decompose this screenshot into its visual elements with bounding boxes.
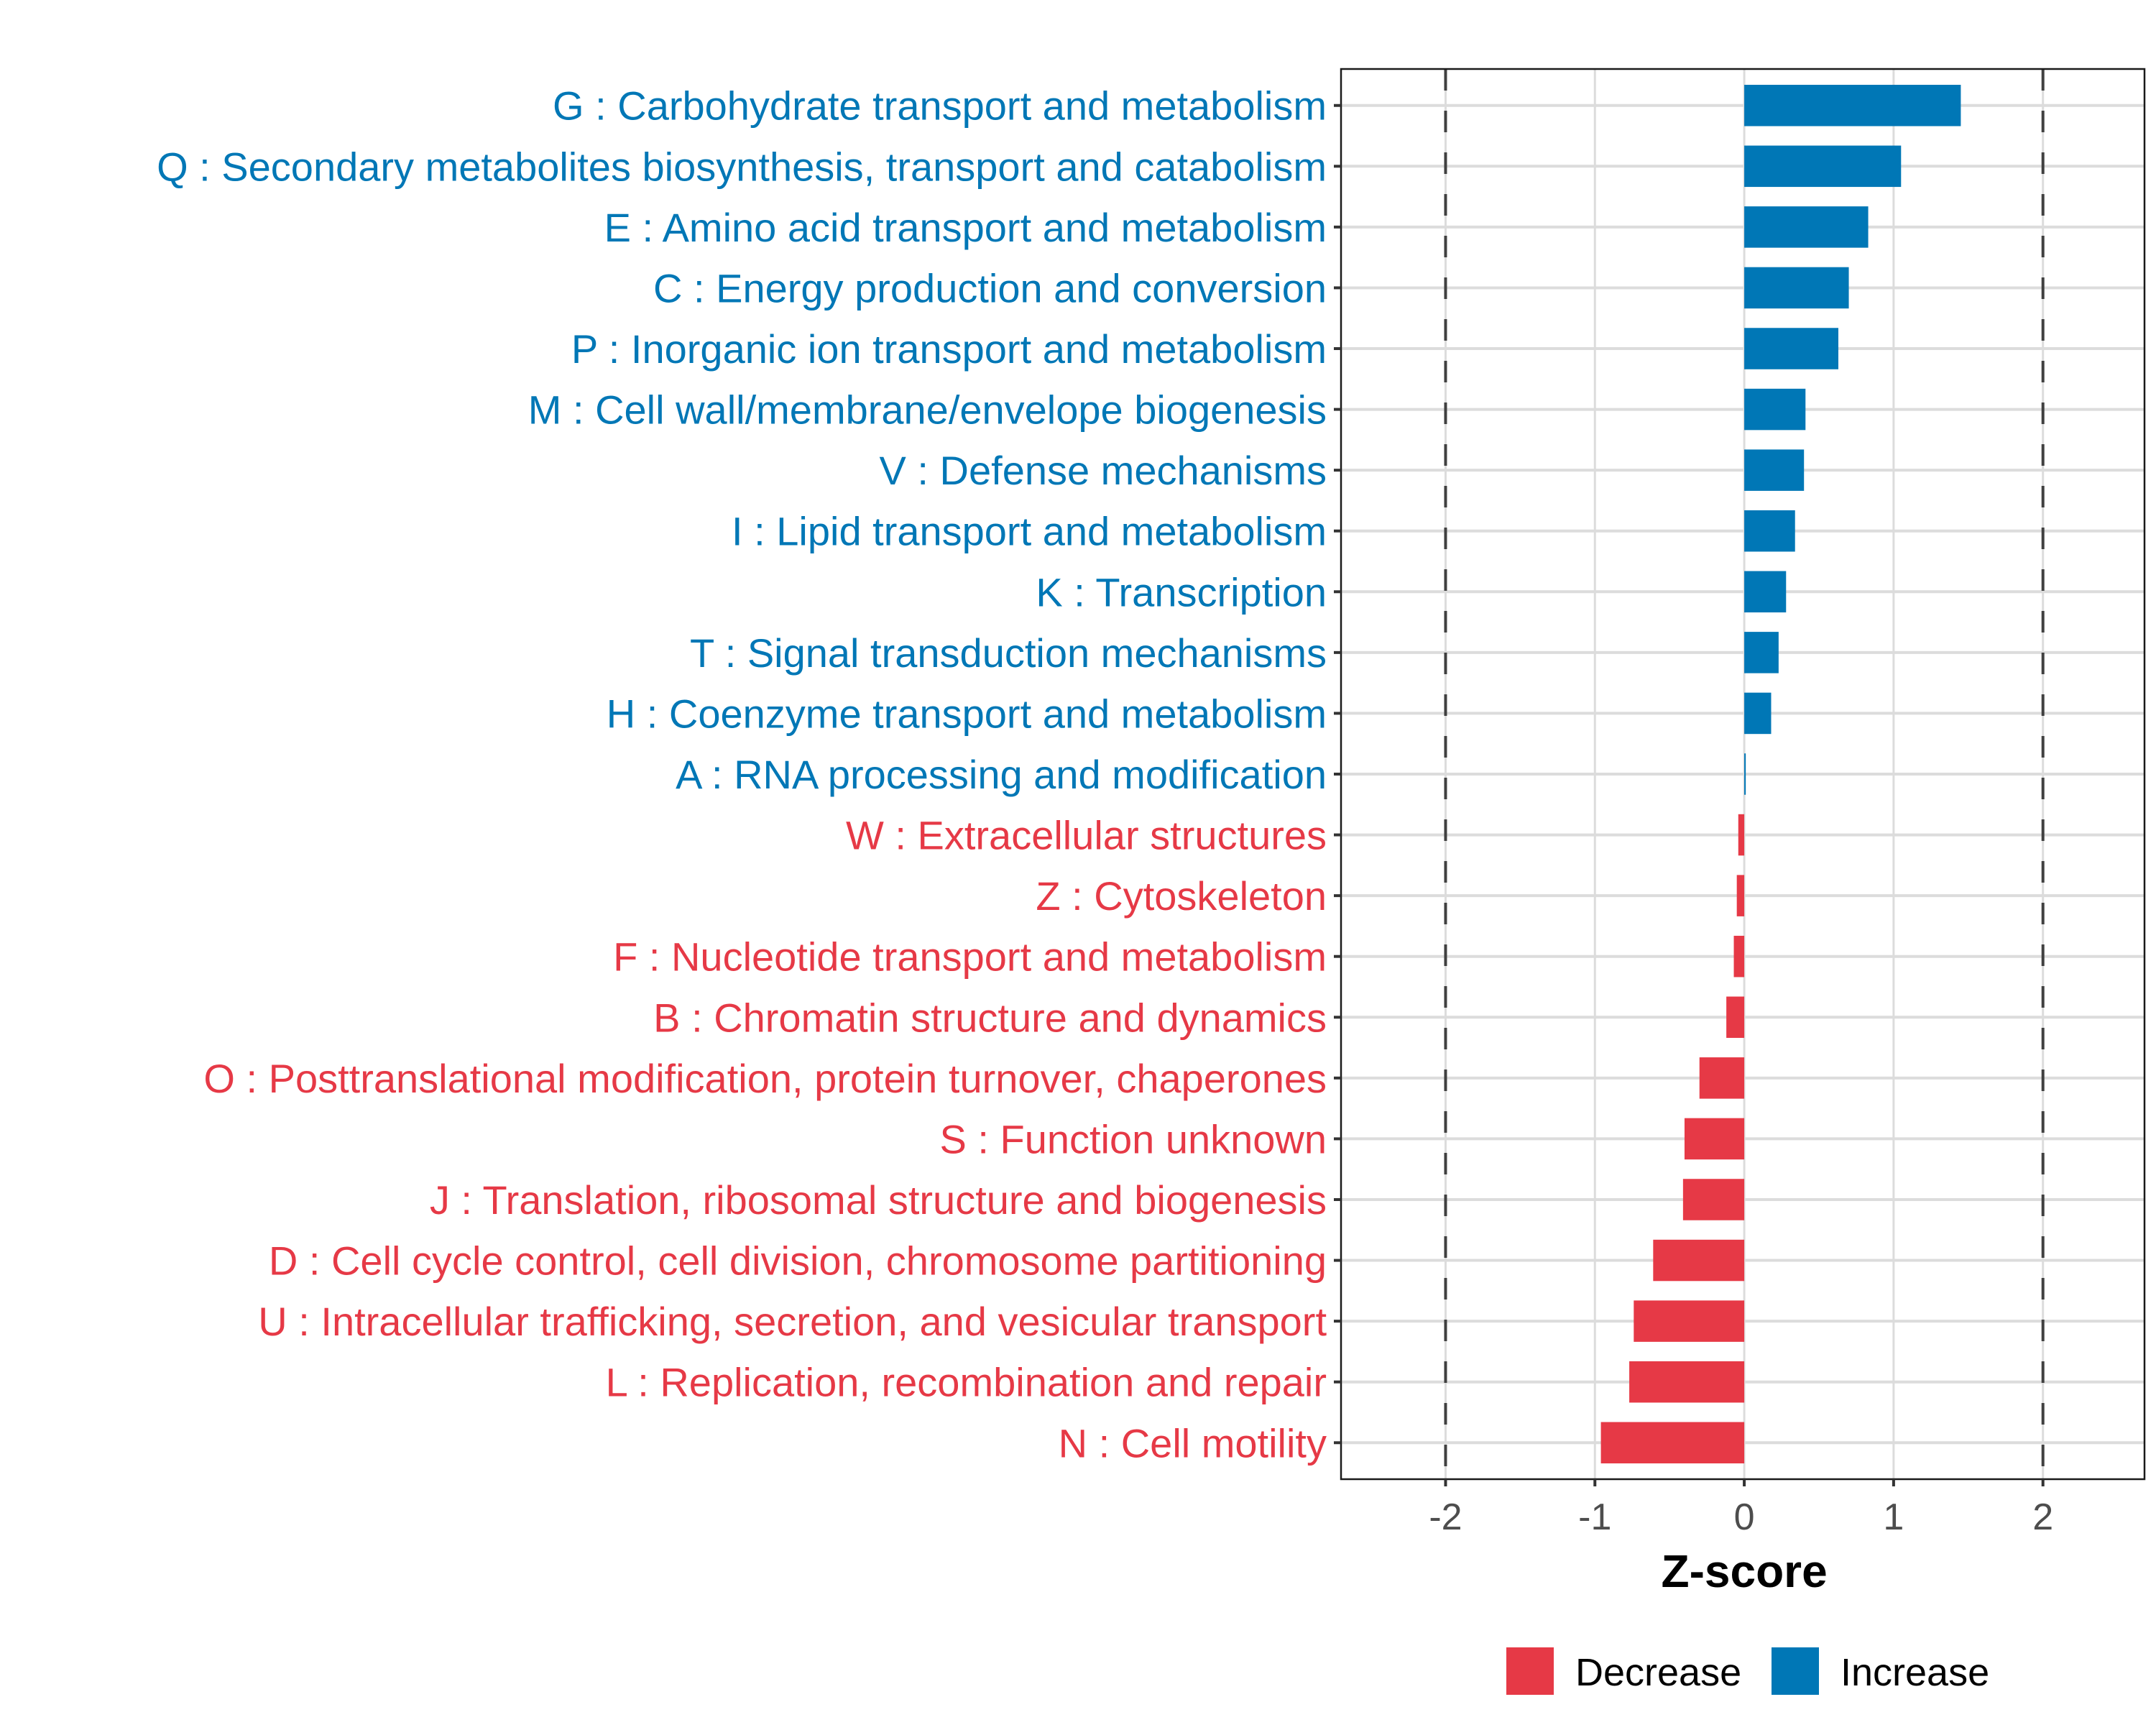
bar: [1744, 571, 1787, 613]
bar: [1733, 935, 1745, 978]
category-label: F : Nucleotide transport and metabolism: [613, 934, 1327, 980]
bar: [1738, 814, 1745, 856]
category-label: G : Carbohydrate transport and metabolis…: [553, 83, 1327, 129]
category-label: Q : Secondary metabolites biosynthesis, …: [157, 144, 1327, 189]
x-tick-label: -1: [1578, 1496, 1611, 1538]
bar: [1653, 1239, 1745, 1282]
category-label: K : Transcription: [1036, 569, 1327, 615]
category-label: Z : Cytoskeleton: [1036, 873, 1327, 919]
bar: [1629, 1361, 1745, 1403]
category-label: D : Cell cycle control, cell division, c…: [269, 1238, 1327, 1284]
bar: [1682, 1179, 1745, 1220]
category-label: L : Replication, recombination and repai…: [606, 1360, 1327, 1405]
category-label: W : Extracellular structures: [846, 813, 1327, 858]
bar: [1744, 328, 1838, 369]
bar: [1634, 1300, 1745, 1342]
category-label: T : Signal transduction mechanisms: [690, 630, 1327, 676]
category-label: C : Energy production and conversion: [653, 265, 1327, 310]
x-tick-label: 2: [2032, 1496, 2053, 1538]
legend-swatch: [1772, 1647, 1819, 1695]
bar: [1744, 449, 1805, 491]
bar: [1600, 1422, 1745, 1464]
category-label: U : Intracellular trafficking, secretion…: [258, 1299, 1327, 1344]
bar: [1744, 388, 1806, 431]
legend: Decrease Increase: [1506, 1647, 1989, 1695]
x-tick-label: 1: [1883, 1496, 1904, 1538]
bar: [1699, 1057, 1745, 1099]
legend-swatch: [1506, 1647, 1554, 1695]
bar: [1736, 875, 1745, 916]
bar: [1744, 753, 1746, 795]
bar: [1744, 267, 1849, 309]
category-label: I : Lipid transport and metabolism: [732, 509, 1327, 554]
category-label: A : RNA processing and modification: [676, 752, 1327, 797]
category-label: V : Defense mechanisms: [880, 448, 1327, 493]
category-label: M : Cell wall/membrane/envelope biogenes…: [528, 387, 1327, 433]
legend-label: Decrease: [1575, 1651, 1741, 1694]
bar: [1744, 84, 1961, 126]
x-axis: -2 -1 0 1 2: [1429, 1479, 2053, 1538]
category-label: B : Chromatin structure and dynamics: [653, 995, 1327, 1040]
bar: [1744, 510, 1795, 552]
bar: [1744, 692, 1772, 735]
bar: [1726, 996, 1745, 1039]
category-label: P : Inorganic ion transport and metaboli…: [571, 326, 1327, 372]
reference-lines: [1444, 69, 2045, 1479]
x-axis-title: Z-score: [1661, 1545, 1827, 1597]
x-tick-label: 0: [1734, 1496, 1755, 1538]
bar: [1744, 206, 1869, 248]
y-axis: G : Carbohydrate transport and metabolis…: [157, 83, 1341, 1466]
category-label: H : Coenzyme transport and metabolism: [607, 691, 1327, 736]
bars-layer: [1600, 84, 1961, 1464]
legend-label: Increase: [1841, 1651, 1989, 1694]
x-tick-label: -2: [1429, 1496, 1462, 1538]
bar: [1744, 145, 1902, 188]
category-label: J : Translation, ribosomal structure and…: [430, 1177, 1327, 1223]
bar: [1744, 632, 1779, 673]
bar: [1684, 1118, 1745, 1160]
category-label: S : Function unknown: [939, 1116, 1327, 1162]
category-label: E : Amino acid transport and metabolism: [604, 205, 1327, 250]
category-label: O : Posttranslational modification, prot…: [203, 1056, 1327, 1101]
category-label: N : Cell motility: [1059, 1420, 1327, 1466]
